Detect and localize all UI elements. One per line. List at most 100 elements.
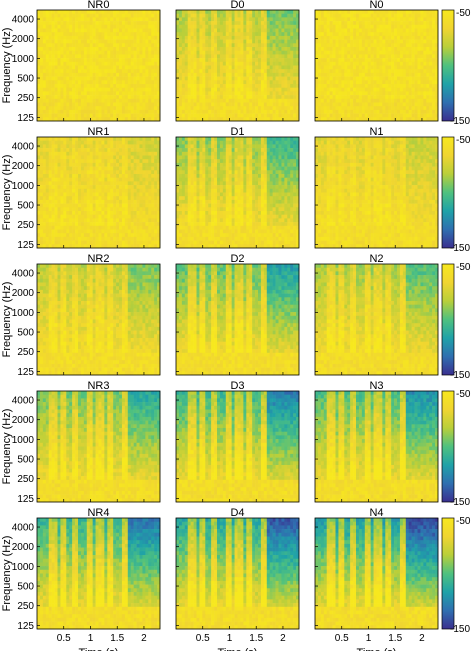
spectrogram-cell — [134, 88, 137, 92]
spectrogram-cell — [96, 80, 99, 84]
spectrogram-cell — [235, 80, 238, 84]
spectrogram-cell — [243, 110, 246, 114]
spectrogram-cell — [110, 10, 113, 14]
spectrogram-cell — [208, 66, 211, 70]
spectrogram-cell — [72, 32, 75, 36]
spectrogram-cell — [113, 77, 116, 81]
spectrogram-cell — [66, 204, 69, 208]
spectrogram-cell — [284, 36, 287, 40]
spectrogram-cell — [125, 80, 128, 84]
spectrogram-cell — [96, 181, 99, 185]
spectrogram-cell — [287, 84, 290, 88]
spectrogram-cell — [229, 51, 232, 55]
spectrogram-cell — [107, 174, 110, 178]
spectrogram-cell — [93, 204, 96, 208]
spectrogram-cell — [347, 29, 350, 33]
spectrogram-cell — [217, 25, 220, 29]
spectrogram-cell — [394, 62, 397, 66]
spectrogram-cell — [151, 156, 154, 160]
spectrogram-cell — [140, 167, 143, 171]
spectrogram-cell — [87, 51, 90, 55]
spectrogram-cell — [353, 40, 356, 44]
spectrogram-cell — [429, 54, 432, 58]
spectrogram-cell — [116, 156, 119, 160]
spectrogram-cell — [318, 32, 321, 36]
spectrogram-cell — [119, 47, 122, 51]
spectrogram-cell — [333, 91, 336, 95]
spectrogram-cell — [287, 32, 290, 36]
spectrogram-cell — [400, 69, 403, 73]
spectrogram-cell — [336, 73, 339, 77]
spectrogram-cell — [151, 170, 154, 174]
spectrogram-cell — [125, 156, 128, 160]
spectrogram-cell — [403, 47, 406, 51]
spectrogram-cell — [377, 58, 380, 62]
spectrogram-cell — [90, 36, 93, 40]
spectrogram-cell — [318, 69, 321, 73]
spectrogram-cell — [84, 215, 87, 219]
spectrogram-cell — [87, 196, 90, 200]
spectrogram-cell — [391, 40, 394, 44]
spectrogram-cell — [214, 10, 217, 14]
spectrogram-cell — [84, 95, 87, 99]
spectrogram-cell — [140, 163, 143, 167]
spectrogram-cell — [264, 51, 267, 55]
spectrogram-cell — [191, 73, 194, 77]
spectrogram-cell — [287, 62, 290, 66]
spectrogram-cell — [128, 25, 131, 29]
spectrogram-cell — [142, 185, 145, 189]
spectrogram-cell — [99, 200, 102, 204]
spectrogram-cell — [202, 36, 205, 40]
spectrogram-cell — [188, 73, 191, 77]
spectrogram-cell — [365, 47, 368, 51]
spectrogram-cell — [113, 66, 116, 70]
spectrogram-cell — [243, 99, 246, 103]
spectrogram-cell — [246, 43, 249, 47]
spectrogram-cell — [418, 25, 421, 29]
spectrogram-cell — [293, 32, 296, 36]
spectrogram-cell — [137, 103, 140, 107]
spectrogram-cell — [104, 17, 107, 21]
spectrogram-cell — [382, 14, 385, 18]
spectrogram-cell — [78, 54, 81, 58]
spectrogram-cell — [122, 178, 125, 182]
spectrogram-cell — [58, 32, 61, 36]
spectrogram-cell — [125, 10, 128, 14]
spectrogram-cell — [258, 14, 261, 18]
spectrogram-cell — [418, 95, 421, 99]
spectrogram-cell — [293, 51, 296, 55]
spectrogram-cell — [101, 148, 104, 152]
spectrogram-cell — [66, 174, 69, 178]
spectrogram-cell — [290, 25, 293, 29]
spectrogram-cell — [432, 91, 435, 95]
spectrogram-cell — [217, 36, 220, 40]
spectrogram-cell — [148, 25, 151, 29]
spectrogram-cell — [66, 159, 69, 163]
spectrogram-cell — [371, 36, 374, 40]
spectrogram-cell — [55, 62, 58, 66]
spectrogram-cell — [365, 29, 368, 33]
spectrogram-cell — [255, 95, 258, 99]
spectrogram-cell — [148, 66, 151, 70]
spectrogram-cell — [122, 110, 125, 114]
spectrogram-cell — [388, 106, 391, 110]
spectrogram-cell — [359, 103, 362, 107]
spectrogram-cell — [113, 10, 116, 14]
spectrogram-cell — [49, 189, 52, 193]
spectrogram-cell — [66, 10, 69, 14]
spectrogram-cell — [362, 40, 365, 44]
spectrogram-cell — [327, 62, 330, 66]
spectrogram-cell — [214, 69, 217, 73]
spectrogram-cell — [145, 103, 148, 107]
spectrogram-cell — [46, 25, 49, 29]
spectrogram-cell — [75, 58, 78, 62]
spectrogram-cell — [113, 25, 116, 29]
spectrogram-cell — [202, 40, 205, 44]
spectrogram-cell — [104, 230, 107, 234]
spectrogram-cell — [202, 66, 205, 70]
spectrogram-cell — [81, 211, 84, 215]
spectrogram-cell — [46, 156, 49, 160]
spectrogram-cell — [258, 110, 261, 114]
spectrogram-cell — [125, 178, 128, 182]
spectrogram-cell — [432, 73, 435, 77]
